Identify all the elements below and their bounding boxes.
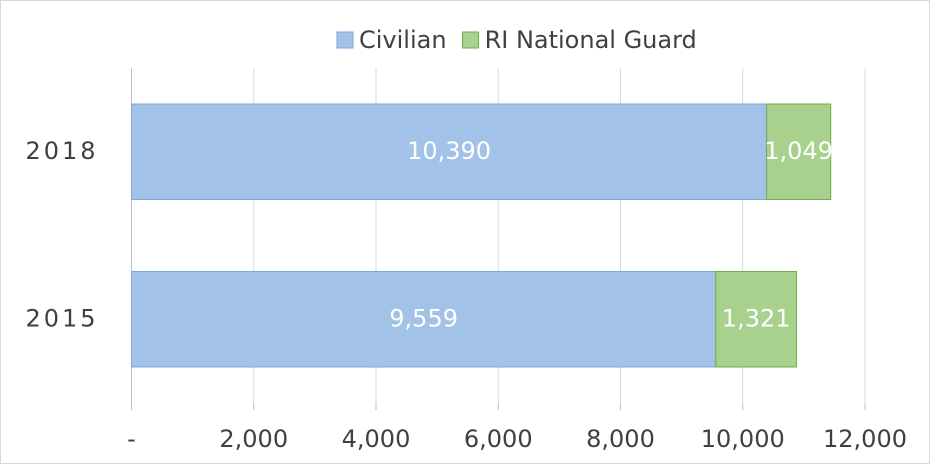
x-tick-label: 12,000 — [823, 425, 907, 453]
bar-segment — [715, 271, 798, 368]
x-tick-label: - — [127, 425, 136, 453]
data-label: 9,559 — [389, 304, 458, 332]
bar-segment — [131, 103, 768, 200]
y-tick-label: 2015 — [25, 304, 98, 332]
x-tick-label: 2,000 — [219, 425, 288, 453]
x-tick-label: 10,000 — [701, 425, 785, 453]
y-tick-label: 2018 — [25, 137, 98, 165]
x-tick-label: 8,000 — [586, 425, 655, 453]
legend-label: Civilian — [359, 26, 447, 54]
legend-swatch — [336, 31, 354, 49]
data-label: 1,321 — [722, 304, 791, 332]
bar-segment — [766, 103, 832, 200]
data-label: 10,390 — [407, 137, 491, 165]
legend-swatch — [462, 31, 480, 49]
x-tick-label: 4,000 — [342, 425, 411, 453]
data-label: 1,049 — [764, 137, 833, 165]
x-tick-label: 6,000 — [464, 425, 533, 453]
legend-label: RI National Guard — [485, 26, 697, 54]
